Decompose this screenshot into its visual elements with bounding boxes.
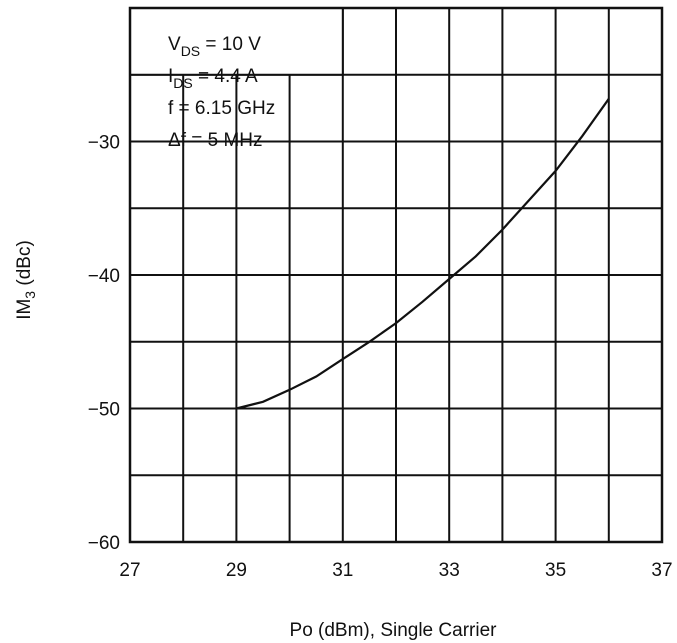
y-tick-label: −60 [88,533,120,554]
y-axis-label: IM3 (dBc) [14,240,38,320]
x-tick-labels: 27 29 31 33 35 37 [119,560,672,581]
x-tick-label: 33 [439,560,460,581]
x-tick-label: 37 [651,560,672,581]
x-tick-label: 35 [545,560,566,581]
y-tick-label: −30 [88,133,120,154]
y-tick-label: −40 [88,266,120,287]
y-tick-labels: −30 −40 −50 −60 [88,133,120,555]
y-tick-label: −50 [88,400,120,421]
x-axis-label: Po (dBm), Single Carrier [290,620,498,641]
x-tick-label: 29 [226,560,247,581]
im3-curve [236,98,610,410]
condition-ids: IDS = 4.4 A [168,66,258,91]
condition-vds: VDS = 10 V [168,34,261,59]
x-tick-label: 31 [332,560,353,581]
grid-layer [130,8,662,542]
plot-frame [128,6,664,544]
x-tick-label: 27 [119,560,140,581]
conditions-box: VDS = 10 V IDS = 4.4 A f = 6.15 GHz Δf =… [129,7,344,151]
condition-delta-f: Δf = 5 MHz [168,130,263,151]
condition-frequency: f = 6.15 GHz [168,98,275,119]
conditions-box-background [129,7,344,76]
